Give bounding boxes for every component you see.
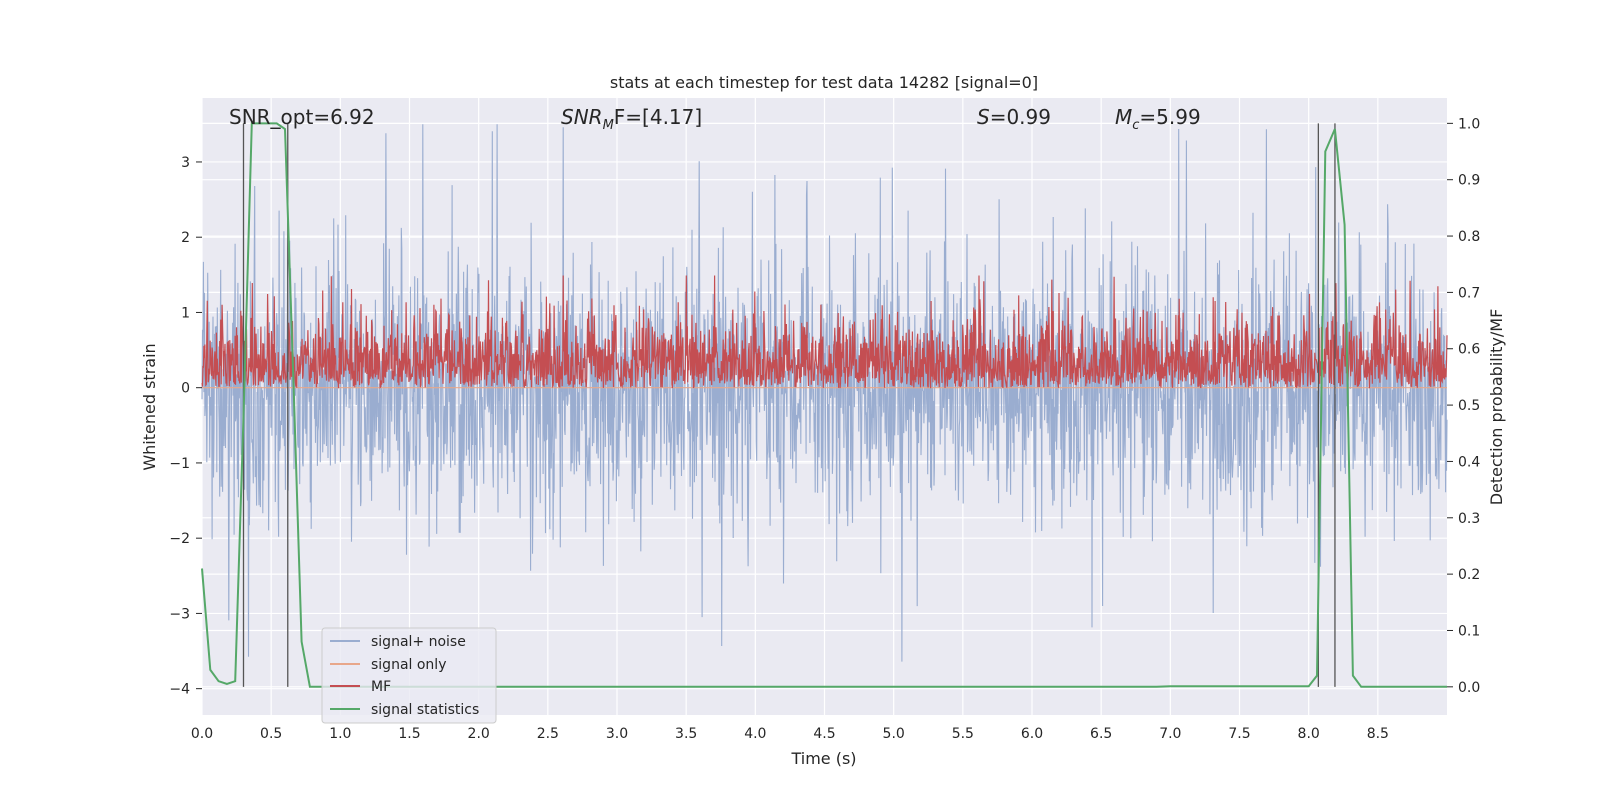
- x-tick-label: 3.0: [606, 726, 628, 742]
- x-tick-label: 8.5: [1367, 726, 1389, 742]
- x-axis-label: Time (s): [790, 749, 856, 768]
- s-var: S: [977, 105, 990, 129]
- y-right-tick-label: 0.5: [1458, 398, 1480, 414]
- x-tick-label: 2.0: [468, 726, 490, 742]
- snr-mf-annotation: SNRMF=[4.17]: [561, 105, 702, 133]
- s-annotation: S=0.99: [977, 105, 1051, 129]
- x-tick-label: 1.0: [329, 726, 351, 742]
- x-tick-label: 5.5: [952, 726, 974, 742]
- y-left-tick-label: 3: [181, 155, 190, 171]
- legend-label-signal-noise: signal+ noise: [371, 634, 466, 650]
- mc-rest: =5.99: [1139, 105, 1200, 129]
- y-right-tick-label: 0.8: [1458, 229, 1480, 245]
- y-right-tick-label: 0.7: [1458, 285, 1480, 301]
- x-tick-label: 5.0: [883, 726, 905, 742]
- x-tick-label: 3.5: [675, 726, 697, 742]
- x-tick-label: 6.5: [1090, 726, 1112, 742]
- y-right-tick-label: 0.4: [1458, 454, 1480, 470]
- y-left-tick-label: −4: [169, 682, 190, 698]
- x-tick-label: 4.0: [744, 726, 766, 742]
- y-right-tick-label: 0.9: [1458, 173, 1480, 189]
- x-tick-label: 0.0: [191, 726, 213, 742]
- y-right-tick-label: 0.3: [1458, 511, 1480, 527]
- ticks: 0.0 0.5 1.0 1.5 2.0 2.5 3.0 3.5 4.0 4.5 5.0 5.5 6.0 6…: [169, 116, 1480, 742]
- snr-mf-sub: M: [603, 118, 614, 133]
- snr-mf-var: SNR: [561, 105, 603, 129]
- chart-title: stats at each timestep for test data 142…: [610, 73, 1038, 92]
- signal-noise-series: [201, 124, 1448, 662]
- mc-sub: c: [1132, 118, 1139, 133]
- mc-var: M: [1115, 105, 1132, 129]
- y-left-tick-label: 0: [181, 381, 190, 397]
- s-rest: =0.99: [990, 105, 1051, 129]
- y-right-tick-label: 0.2: [1458, 567, 1480, 583]
- x-tick-label: 0.5: [260, 726, 282, 742]
- y-right-tick-label: 0.1: [1458, 623, 1480, 639]
- y-left-tick-label: −2: [169, 531, 190, 547]
- x-tick-label: 1.5: [398, 726, 420, 742]
- y-axis-label-left: Whitened strain: [140, 343, 159, 470]
- signal-noise-line: [201, 124, 1448, 662]
- legend: signal+ noise signal only MF signal stat…: [321, 627, 497, 724]
- x-tick-label: 4.5: [813, 726, 835, 742]
- y-left-tick-label: −3: [169, 606, 190, 622]
- y-left-tick-label: −1: [169, 456, 190, 472]
- x-tick-label: 7.0: [1159, 726, 1181, 742]
- mf-series: [201, 275, 1448, 389]
- y-right-tick-label: 1.0: [1458, 116, 1480, 132]
- y-axis-label-right: Detection probability/MF: [1487, 309, 1506, 506]
- mf-line: [201, 275, 1448, 389]
- y-left-tick-label: 1: [181, 305, 190, 321]
- legend-label-signal-only: signal only: [371, 657, 446, 673]
- x-tick-label: 8.0: [1298, 726, 1320, 742]
- legend-label-mf: MF: [371, 679, 391, 695]
- legend-label-signal-statistics: signal statistics: [371, 702, 479, 718]
- y-right-tick-label: 0.6: [1458, 342, 1480, 358]
- x-tick-label: 2.5: [537, 726, 559, 742]
- x-tick-label: 6.0: [1021, 726, 1043, 742]
- x-tick-label: 7.5: [1228, 726, 1250, 742]
- mc-annotation: Mc=5.99: [1115, 105, 1201, 133]
- y-right-tick-label: 0.0: [1458, 680, 1480, 696]
- y-left-tick-label: 2: [181, 230, 190, 246]
- snr-opt-annotation: SNR_opt=6.92: [229, 105, 375, 129]
- snr-mf-rest: F=[4.17]: [614, 105, 702, 129]
- legend-box: [321, 627, 497, 724]
